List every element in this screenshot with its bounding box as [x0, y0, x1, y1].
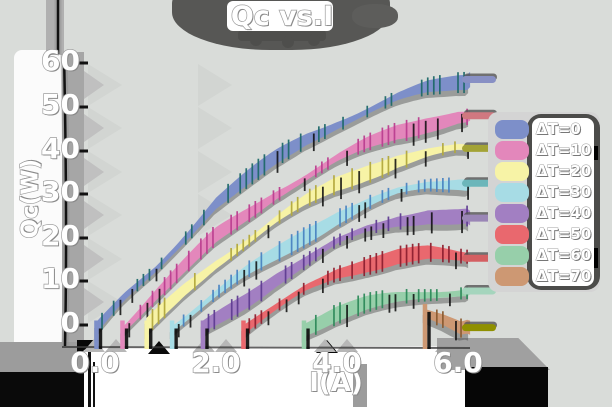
y-tickmark	[77, 192, 88, 196]
xaxis-shadow-tooth	[314, 339, 336, 352]
corner-shadow-black-right	[465, 367, 548, 407]
series-start-strip-shadow	[98, 328, 103, 349]
series-band-ΔT=50	[243, 245, 471, 336]
series-start-strip-shadow	[124, 328, 129, 349]
legend-label: ΔT=40	[535, 204, 592, 222]
title-shadow-echo	[238, 30, 326, 41]
corner-shadow-black	[0, 372, 84, 407]
series-start-strip	[422, 303, 428, 349]
series-stub	[462, 287, 496, 295]
series-stub	[462, 112, 496, 120]
yaxis-spine	[62, 53, 68, 347]
yaxis-shadow-tooth	[84, 158, 104, 186]
y-tick-label: 60	[40, 44, 80, 77]
echo-triangle	[198, 64, 232, 106]
legend-swatch-dt50	[495, 225, 529, 244]
series-start-strip-shadow	[306, 328, 310, 349]
legend-swatch-dt20	[495, 162, 529, 181]
y-tickmark	[77, 149, 88, 153]
yaxis-shadow-tooth	[84, 114, 104, 142]
series-stub	[462, 324, 496, 332]
title-shadow-echo	[282, 36, 294, 48]
series-stub	[462, 76, 496, 84]
shadow-streak	[93, 362, 95, 407]
yaxis-shadow-tooth	[84, 201, 104, 229]
legend-label: ΔT=50	[535, 225, 592, 243]
series-start-strip	[120, 320, 125, 349]
y-tickmark	[77, 61, 88, 65]
x-tick-label: 6.0	[432, 346, 483, 379]
series-stub	[462, 254, 496, 262]
legend-label: ΔT=10	[535, 141, 592, 159]
legend-label: ΔT=0	[536, 120, 582, 138]
shadow-bar	[353, 364, 367, 407]
xaxis-spine	[61, 346, 471, 349]
series-start-strip-shadow	[205, 328, 209, 349]
series-start-strip	[144, 320, 149, 349]
series-start-strip-shadow	[427, 311, 431, 349]
x-axis-label: I(A)	[309, 368, 364, 398]
legend-swatch-dt40	[495, 204, 529, 223]
legend-label: ΔT=60	[535, 246, 592, 264]
legend-swatch-dt30	[495, 183, 529, 202]
legend-swatch-dt10	[495, 141, 529, 160]
y-tick-label: 50	[40, 88, 80, 121]
xaxis-shadow-tooth	[215, 339, 237, 352]
y-tickmark	[77, 323, 88, 327]
series-start-strip-shadow	[148, 328, 153, 349]
y-tickmark	[77, 279, 88, 283]
title-shadow-echo	[250, 34, 262, 46]
series-stub	[462, 144, 496, 152]
echo-triangle	[198, 151, 232, 193]
y-tick-label: 30	[40, 175, 80, 208]
legend-box	[532, 118, 594, 286]
series-band-ΔT=60	[303, 287, 471, 337]
y-tickmark	[77, 105, 88, 109]
y-tick-label: 40	[40, 132, 80, 165]
yaxis-shadow-tooth	[84, 288, 104, 316]
series-start-strip	[169, 320, 175, 349]
series-band-ΔT=40	[202, 208, 471, 333]
xtick-label-panel	[84, 346, 468, 407]
title-shadow-cloud-tail	[352, 4, 398, 28]
series-start-strip	[94, 320, 99, 349]
x-tick-label: 4.0	[311, 346, 362, 379]
series-start-strip	[241, 320, 246, 349]
ytick-label-panel	[14, 50, 66, 350]
x-tick-label: 0.0	[69, 346, 120, 379]
legend-label: ΔT=30	[535, 183, 592, 201]
series-stub	[462, 214, 496, 222]
y-tick-label: 20	[40, 219, 80, 252]
x-tick-label: 2.0	[190, 346, 241, 379]
chart-title: Qc vs.I	[230, 1, 334, 32]
yaxis-shadow-tooth	[84, 245, 104, 273]
title-panel	[227, 1, 333, 31]
legend-swatch-dt70	[495, 267, 529, 286]
shadow-streak	[88, 352, 91, 407]
series-start-strip-shadow	[245, 328, 250, 349]
y-tick-label: 0	[60, 306, 81, 339]
legend-swatch-dt0	[495, 120, 529, 139]
yaxis-shadow-tooth	[84, 71, 104, 99]
legend-label: ΔT=20	[535, 162, 592, 180]
xaxis-shadow-tooth	[336, 339, 358, 352]
series-stub	[462, 179, 496, 187]
y-tickmark	[77, 236, 88, 240]
echo-triangle	[198, 107, 232, 149]
legend-label: ΔT=70	[535, 267, 592, 285]
y-tick-label: 10	[40, 262, 80, 295]
series-start-strip	[301, 320, 307, 349]
title-shadow-echo	[308, 34, 320, 46]
legend-swatch-dt60	[495, 246, 529, 265]
series-shadow-ΔT=40	[200, 214, 469, 339]
series-start-strip	[200, 320, 206, 349]
series-start-strip-shadow	[174, 328, 178, 349]
